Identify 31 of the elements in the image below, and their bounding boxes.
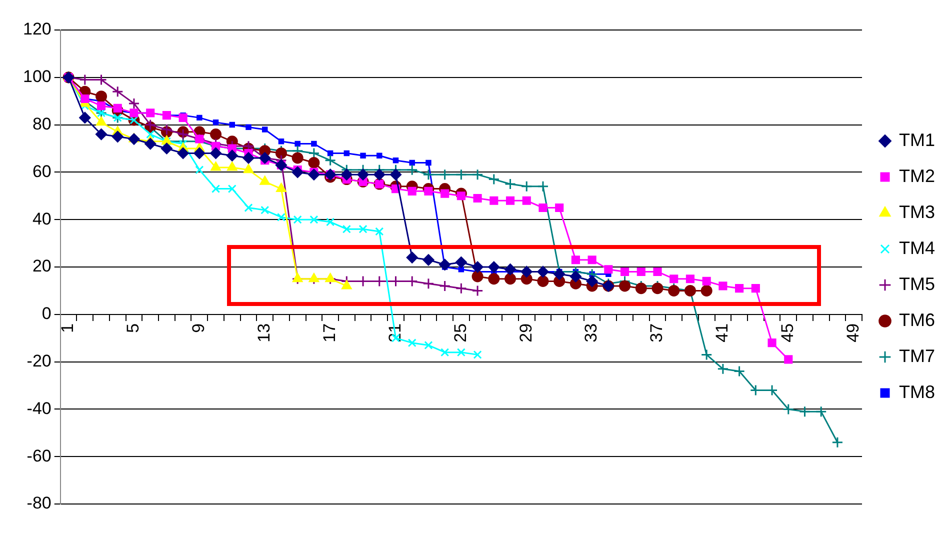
legend-label: TM3: [899, 202, 935, 222]
x-tick-label: 33: [582, 323, 601, 342]
legend-label: TM5: [899, 274, 935, 294]
x-tick-label: 1: [58, 323, 78, 333]
y-tick-label: -60: [26, 446, 52, 466]
legend-label: TM1: [899, 130, 935, 150]
x-tick-label: 25: [450, 323, 470, 342]
y-tick-label: -80: [26, 494, 52, 513]
y-tick-label: 0: [42, 304, 52, 324]
x-tick-label: 17: [320, 323, 339, 342]
x-tick-label: 5: [124, 323, 143, 333]
x-tick-label: 37: [647, 323, 666, 342]
y-tick-label: 100: [22, 67, 52, 86]
legend-label: TM7: [899, 346, 935, 366]
legend-label: TM8: [899, 382, 935, 402]
x-tick-label: 49: [844, 323, 863, 342]
legend-label: TM6: [899, 310, 935, 330]
x-tick-label: 9: [189, 323, 208, 333]
y-tick-label: -40: [26, 398, 52, 418]
x-tick-label: 13: [254, 323, 274, 342]
x-tick-label: 45: [778, 323, 798, 342]
x-tick-label: 29: [516, 323, 536, 342]
y-tick-label: 120: [22, 20, 52, 39]
y-tick-label: -20: [26, 351, 52, 370]
y-tick-label: 40: [32, 209, 52, 228]
legend-label: TM2: [899, 166, 935, 186]
x-tick-label: 41: [712, 323, 732, 342]
y-tick-label: 60: [32, 162, 52, 181]
y-tick-label: 80: [32, 114, 52, 134]
y-tick-label: 20: [32, 256, 52, 276]
legend-label: TM4: [899, 238, 935, 258]
